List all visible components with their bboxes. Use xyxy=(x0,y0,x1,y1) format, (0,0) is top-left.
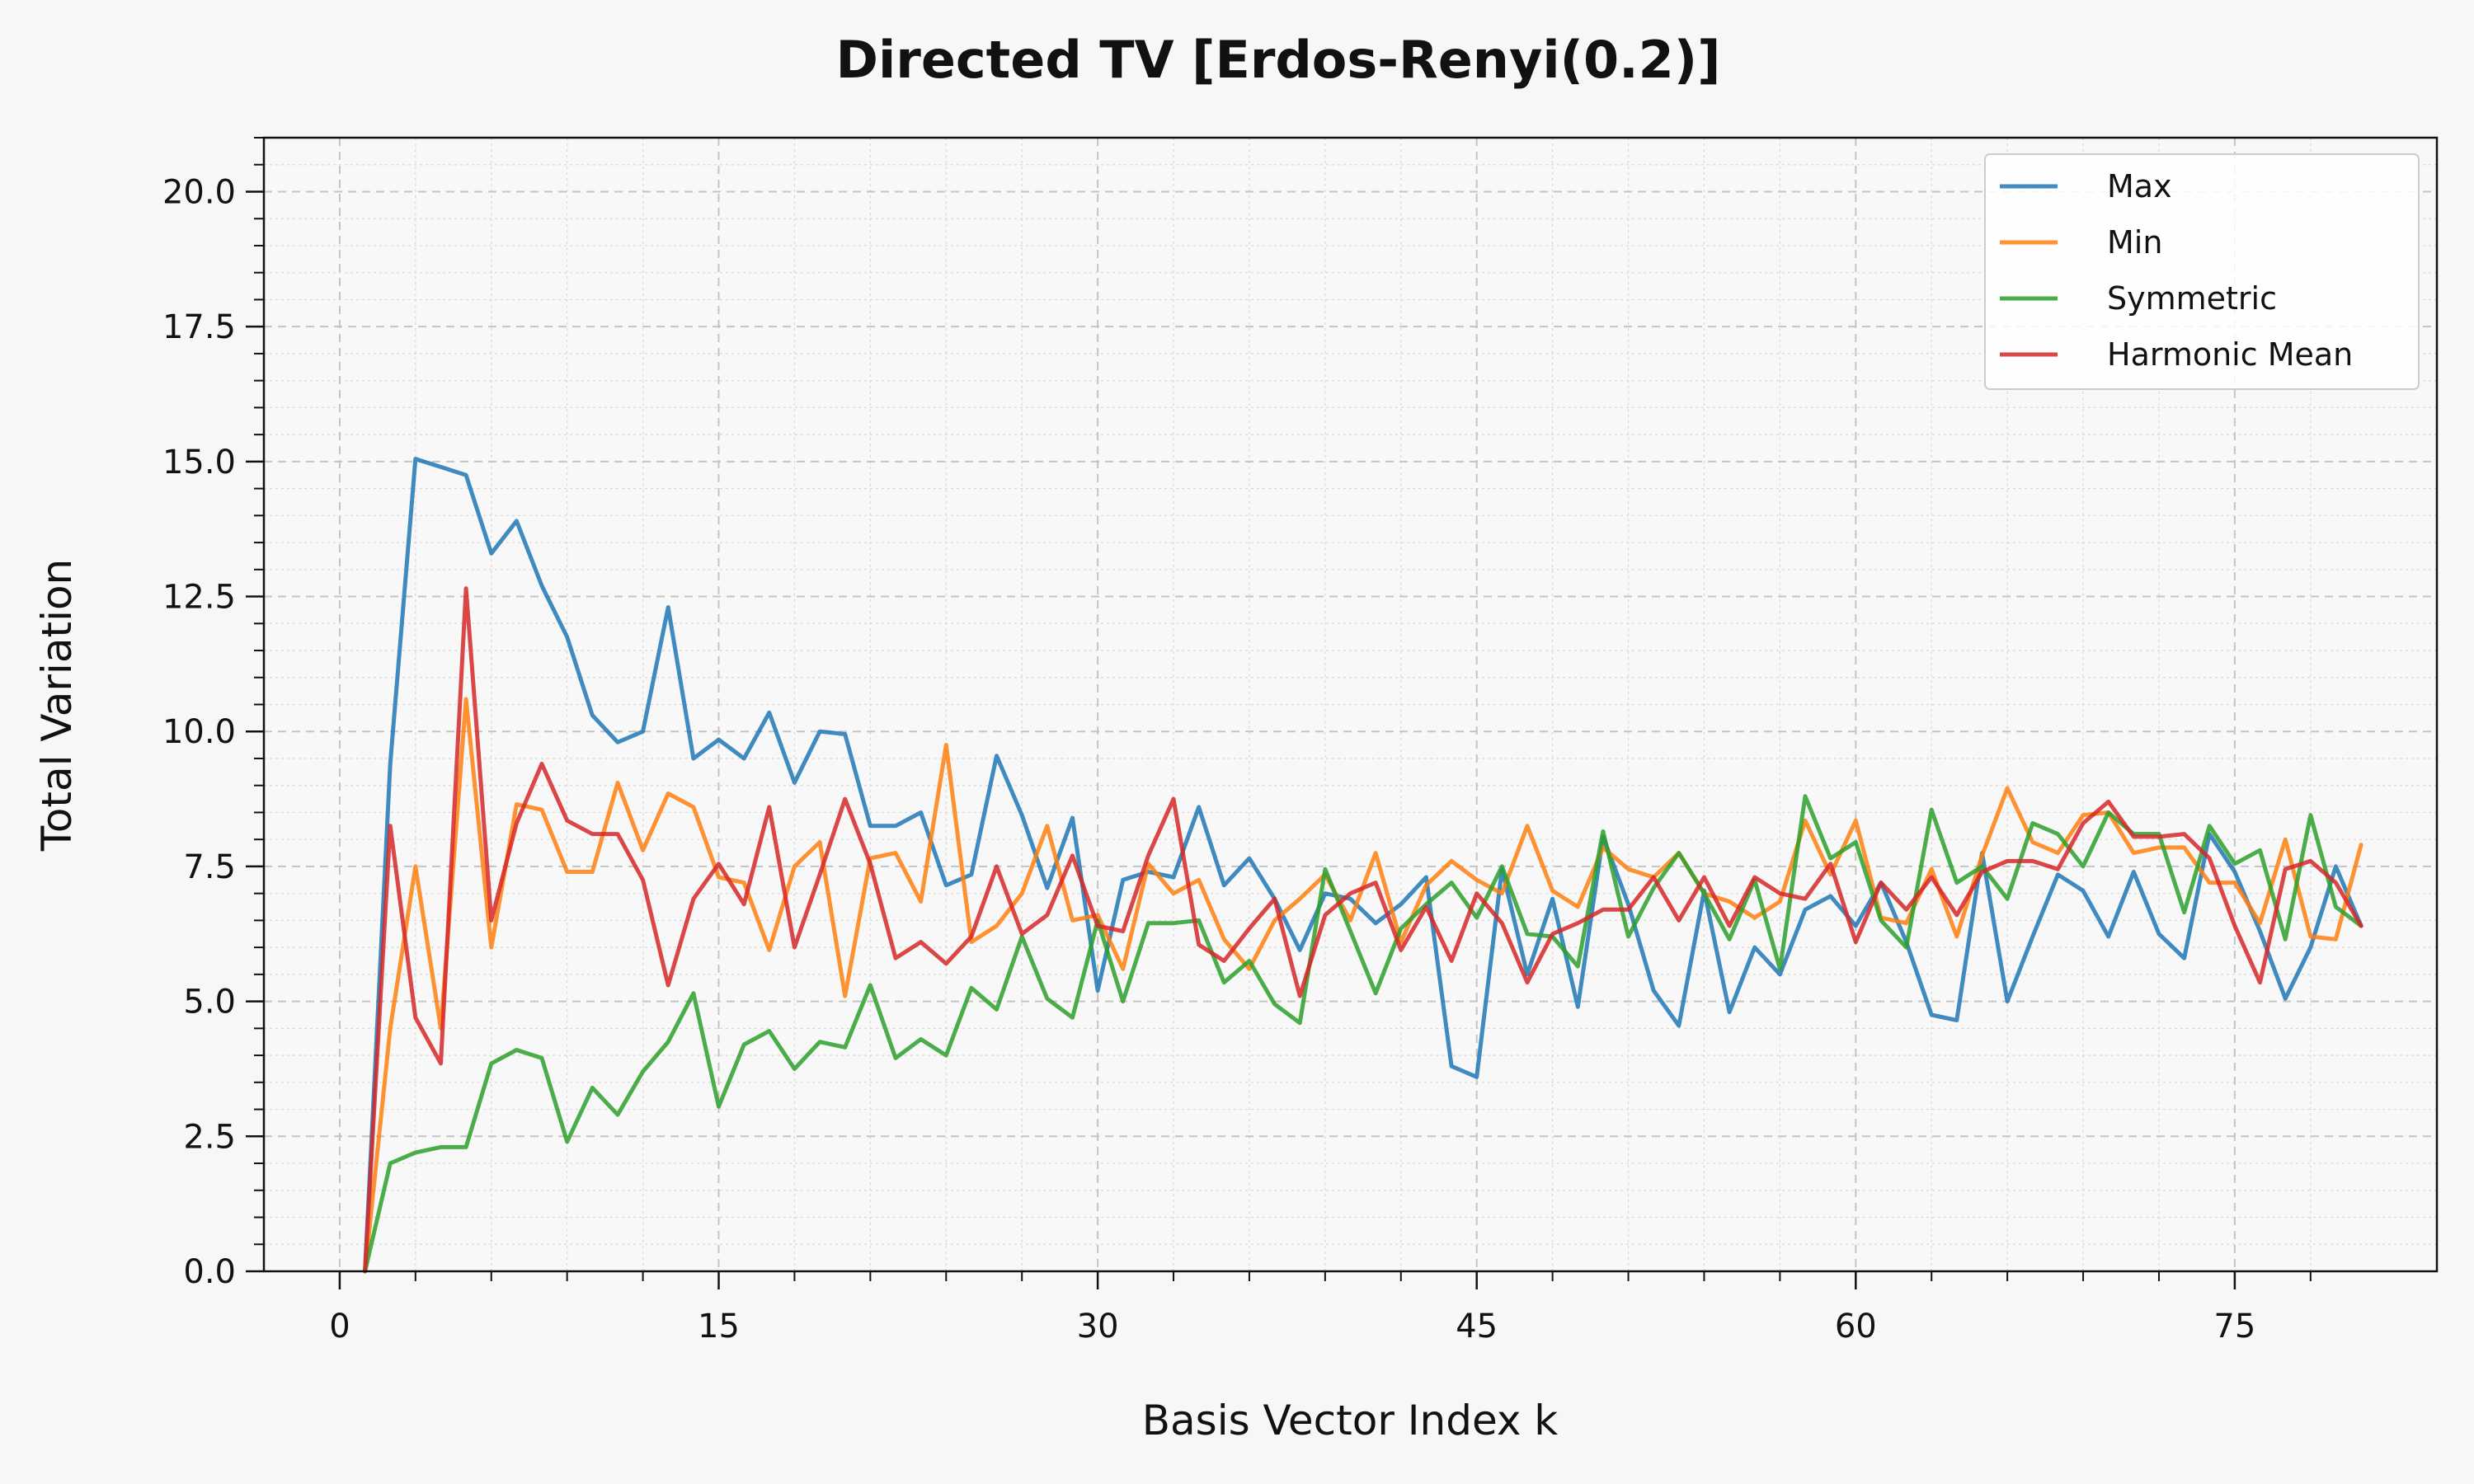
y-tick-label: 10.0 xyxy=(162,713,236,751)
y-tick-label: 5.0 xyxy=(183,984,236,1021)
x-tick-label: 45 xyxy=(1456,1308,1498,1345)
y-tick-label: 0.0 xyxy=(183,1253,236,1291)
legend-label-symmetric: Symmetric xyxy=(2107,280,2277,317)
series-line-harmonic-mean xyxy=(363,586,2363,1274)
legend: Max Min Symmetric Harmonic Mean xyxy=(1984,153,2420,390)
y-axis: 0.0 2.5 5.0 7.5 10.0 12.5 15.0 17.5 20.0 xyxy=(162,137,264,1291)
x-tick-label: 30 xyxy=(1077,1308,1119,1345)
y-tick-label: 15.0 xyxy=(162,444,236,481)
x-tick-label: 15 xyxy=(698,1308,740,1345)
x-tick-label: 75 xyxy=(2213,1308,2255,1345)
legend-label-min: Min xyxy=(2107,224,2162,261)
y-tick-label: 20.0 xyxy=(162,173,236,211)
series-layer xyxy=(363,457,2363,1274)
x-tick-label: 60 xyxy=(1835,1308,1877,1345)
series-line-symmetric xyxy=(363,794,2363,1274)
y-axis-label: Total Variation xyxy=(33,559,81,852)
x-axis-label: Basis Vector Index k xyxy=(1142,1397,1559,1444)
legend-label-max: Max xyxy=(2107,168,2172,204)
y-tick-label: 12.5 xyxy=(162,579,236,617)
y-tick-label: 2.5 xyxy=(183,1118,236,1156)
legend-label-harmonic-mean: Harmonic Mean xyxy=(2107,336,2353,373)
chart-title: Directed TV [Erdos-Renyi(0.2)] xyxy=(836,30,1721,90)
series-line-max xyxy=(363,457,2363,1274)
x-tick-label: 0 xyxy=(329,1308,350,1345)
x-axis: 0 15 30 45 60 75 xyxy=(329,1271,2312,1345)
y-tick-label: 17.5 xyxy=(162,308,236,346)
legend-box xyxy=(1984,153,2420,390)
y-tick-label: 7.5 xyxy=(183,848,236,886)
